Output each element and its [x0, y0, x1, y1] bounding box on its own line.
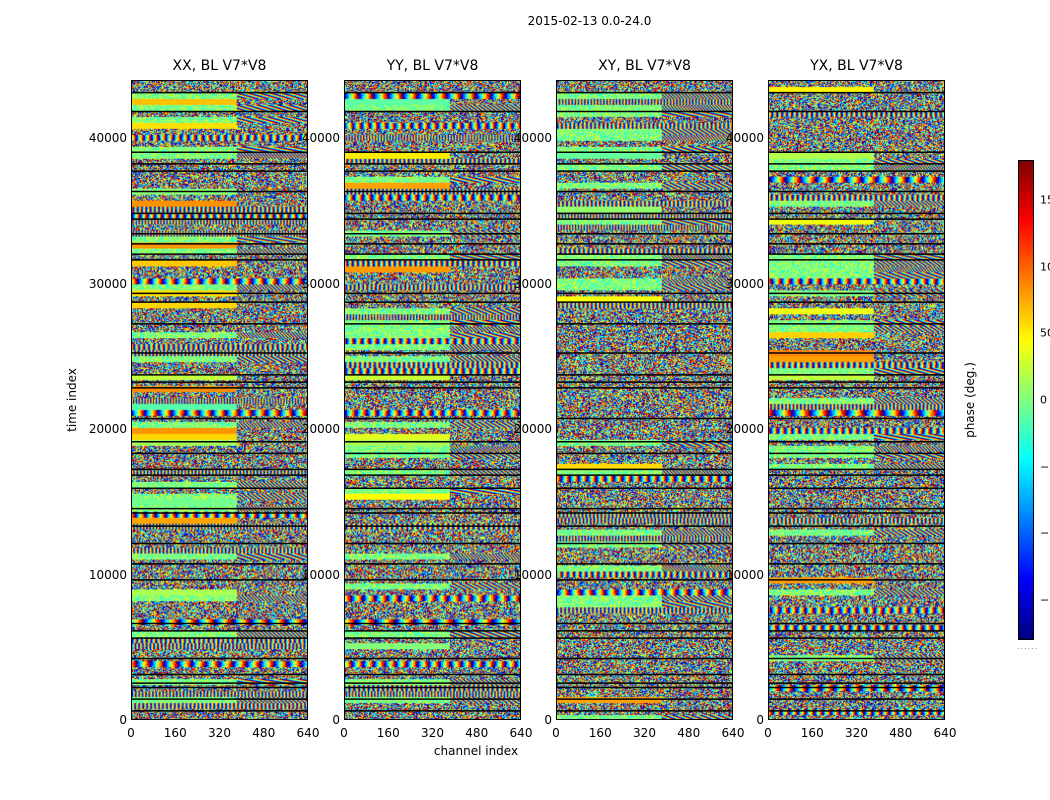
y-tick-label: 10000 — [301, 567, 340, 582]
x-tick-label: 0 — [552, 726, 560, 740]
x-tick-label: 320 — [421, 726, 444, 740]
y-tick-label: 0 — [119, 713, 127, 727]
x-tick-label: 0 — [340, 726, 348, 740]
colorbar-label: phase (deg.) — [963, 362, 977, 438]
colorbar-tick-label: 0 — [1040, 393, 1047, 407]
colorbar-dots: ...... — [1017, 642, 1039, 651]
y-tick-label: 20000 — [301, 422, 340, 437]
x-tick-label: 160 — [163, 726, 187, 740]
x-tick-label: 160 — [588, 726, 612, 740]
heatmap-panel-1: XX, BL V7*V8 0 160 320 480 640 0 10000 20000 3000… — [89, 58, 320, 740]
colorbar-tick-label: 50 — [1040, 326, 1050, 340]
panel-title: XX, BL V7*V8 — [172, 58, 267, 74]
y-tick-label: 10000 — [725, 567, 764, 582]
heatmap-plot-area — [768, 80, 945, 720]
y-tick-label: 10000 — [88, 567, 127, 582]
figure-suptitle: 2015-02-13 0.0-24.0 — [527, 14, 652, 28]
x-tick-label: 480 — [889, 726, 913, 740]
colorbar-tick-label: 150 — [1040, 193, 1050, 207]
panel-title: XY, BL V7*V8 — [598, 58, 691, 74]
x-tick-label: 160 — [376, 726, 400, 740]
heatmap-plot-area — [556, 80, 733, 720]
x-tick-label: 640 — [933, 726, 957, 740]
heatmap-plot-area — [344, 80, 521, 720]
gap-lines — [557, 91, 732, 712]
x-tick-label: 320 — [845, 726, 868, 740]
panel-title: YX, BL V7*V8 — [810, 58, 903, 74]
colorbar-tick-label: −100 — [1040, 526, 1050, 540]
y-tick-label: 20000 — [513, 422, 552, 437]
y-tick-label: 30000 — [725, 276, 764, 291]
gap-lines — [769, 91, 944, 712]
y-tick-label: 20000 — [725, 422, 764, 437]
gap-lines — [345, 91, 520, 712]
heatmap-panel-4: YX, BL V7*V8 0 160 320 480 640 0 10000 20000 3000… — [726, 58, 957, 740]
y-tick-label: 30000 — [301, 276, 340, 291]
x-tick-label: 0 — [764, 726, 772, 740]
phase-heatmap — [769, 81, 944, 719]
y-tick-label: 30000 — [88, 276, 127, 291]
colorbar-tick-label: −150 — [1040, 593, 1050, 607]
x-tick-label: 640 — [721, 726, 745, 740]
x-tick-label: 640 — [296, 726, 320, 740]
x-tick-label: 640 — [509, 726, 533, 740]
x-tick-label: 480 — [252, 726, 276, 740]
panel-title: YY, BL V7*V8 — [386, 58, 479, 74]
colorbar — [1018, 160, 1034, 640]
colorbar-tick-label: 100 — [1040, 260, 1050, 274]
gap-lines — [132, 91, 307, 712]
y-tick-label: 40000 — [301, 131, 340, 146]
phase-heatmap — [557, 81, 732, 719]
x-axis-label: channel index — [433, 744, 519, 758]
y-tick-label: 0 — [544, 713, 552, 727]
x-tick-label: 320 — [633, 726, 656, 740]
y-tick-label: 0 — [332, 713, 340, 727]
heatmap-panel-3: XY, BL V7*V8 0 160 320 480 640 0 10000 20000 3000… — [514, 58, 745, 740]
heatmap-panel-2: YY, BL V7*V8 0 160 320 480 640 0 10000 20000 3000… — [302, 58, 533, 740]
colorbar-tick-label: −50 — [1040, 460, 1050, 474]
x-tick-label: 480 — [465, 726, 489, 740]
x-tick-label: 0 — [127, 726, 135, 740]
y-axis-label: time index — [65, 368, 79, 432]
phase-heatmap — [345, 81, 520, 719]
x-tick-label: 160 — [800, 726, 824, 740]
x-tick-label: 480 — [677, 726, 701, 740]
colorbar-gradient — [1019, 161, 1033, 639]
y-tick-label: 40000 — [88, 131, 127, 146]
y-tick-label: 10000 — [513, 567, 552, 582]
y-tick-label: 0 — [756, 713, 764, 727]
heatmap-plot-area — [131, 80, 308, 720]
phase-heatmap — [132, 81, 307, 719]
y-tick-label: 40000 — [513, 131, 552, 146]
x-tick-label: 320 — [208, 726, 231, 740]
y-tick-label: 40000 — [725, 131, 764, 146]
y-tick-label: 30000 — [513, 276, 552, 291]
y-tick-label: 20000 — [88, 422, 127, 437]
